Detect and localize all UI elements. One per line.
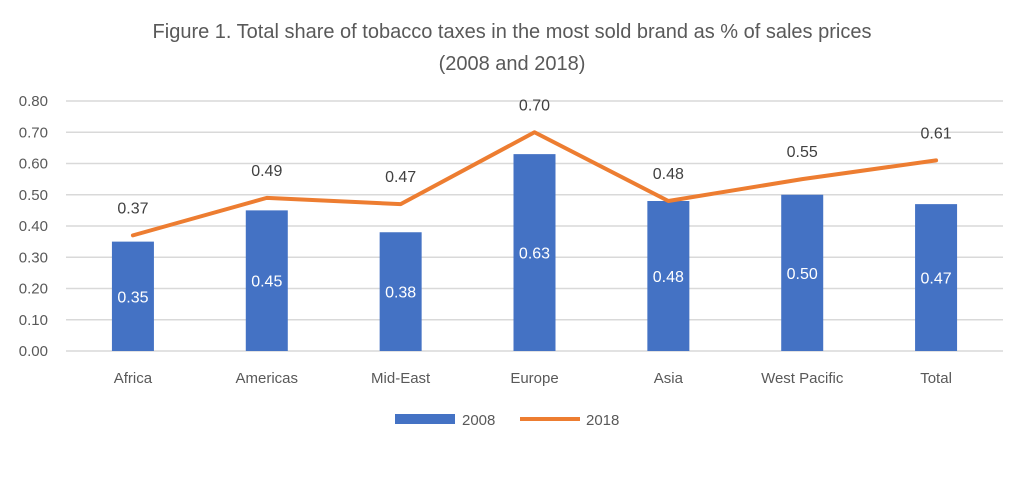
- bar-2008: [647, 201, 690, 351]
- line-point-2018: [266, 197, 268, 199]
- bar-data-label: 0.35: [117, 289, 148, 306]
- line-data-label: 0.47: [385, 169, 416, 186]
- legend-swatch-2008: [395, 414, 455, 424]
- x-tick-label: Total: [920, 370, 952, 387]
- line-data-label: 0.61: [921, 125, 952, 142]
- legend-label-2018: 2018: [586, 412, 619, 429]
- bar-2008: [513, 154, 556, 351]
- x-tick-label: Europe: [510, 370, 558, 387]
- x-tick-label: Africa: [114, 370, 153, 387]
- line-point-2018: [534, 131, 535, 133]
- line-point-2018: [935, 159, 937, 161]
- bar-data-label: 0.45: [251, 274, 282, 291]
- bar-2008: [379, 232, 422, 351]
- y-tick-label: 0.20: [19, 281, 48, 298]
- legend: 2008 2018: [395, 412, 619, 429]
- y-tick-label: 0.50: [19, 187, 48, 204]
- line-data-label: 0.70: [519, 97, 550, 114]
- bar-data-label: 0.38: [385, 285, 416, 302]
- x-tick-label: Mid-East: [371, 370, 431, 387]
- y-tick-label: 0.00: [19, 343, 48, 360]
- y-tick-label: 0.70: [19, 124, 48, 141]
- bar-data-label: 0.48: [653, 269, 684, 286]
- legend-label-2008: 2008: [462, 412, 495, 429]
- bar-2008: [915, 204, 958, 351]
- line-point-2018: [132, 234, 134, 236]
- bar-2008: [781, 194, 824, 351]
- y-tick-label: 0.60: [19, 156, 48, 173]
- line-data-label: 0.49: [251, 163, 282, 180]
- bar-2008: [245, 210, 288, 351]
- bar-data-label: 0.63: [519, 246, 550, 263]
- line-point-2018: [400, 203, 402, 205]
- x-tick-label: Asia: [654, 370, 684, 387]
- chart-title-line2: (2008 and 2018): [439, 53, 586, 75]
- x-tick-label: Americas: [236, 370, 299, 387]
- line-data-label: 0.37: [117, 200, 148, 217]
- line-data-label: 0.55: [787, 144, 818, 161]
- chart-title-line1: Figure 1. Total share of tobacco taxes i…: [153, 21, 872, 43]
- bar-2008: [111, 241, 154, 351]
- y-tick-label: 0.10: [19, 312, 48, 329]
- bar-data-label: 0.50: [787, 266, 818, 283]
- y-tick-label: 0.30: [19, 249, 48, 266]
- y-tick-label: 0.40: [19, 218, 48, 235]
- line-point-2018: [667, 200, 669, 202]
- x-tick-label: West Pacific: [761, 370, 844, 387]
- y-tick-label: 0.80: [19, 93, 48, 110]
- line-data-label: 0.48: [653, 166, 684, 183]
- line-point-2018: [801, 178, 803, 180]
- bar-data-label: 0.47: [921, 271, 952, 288]
